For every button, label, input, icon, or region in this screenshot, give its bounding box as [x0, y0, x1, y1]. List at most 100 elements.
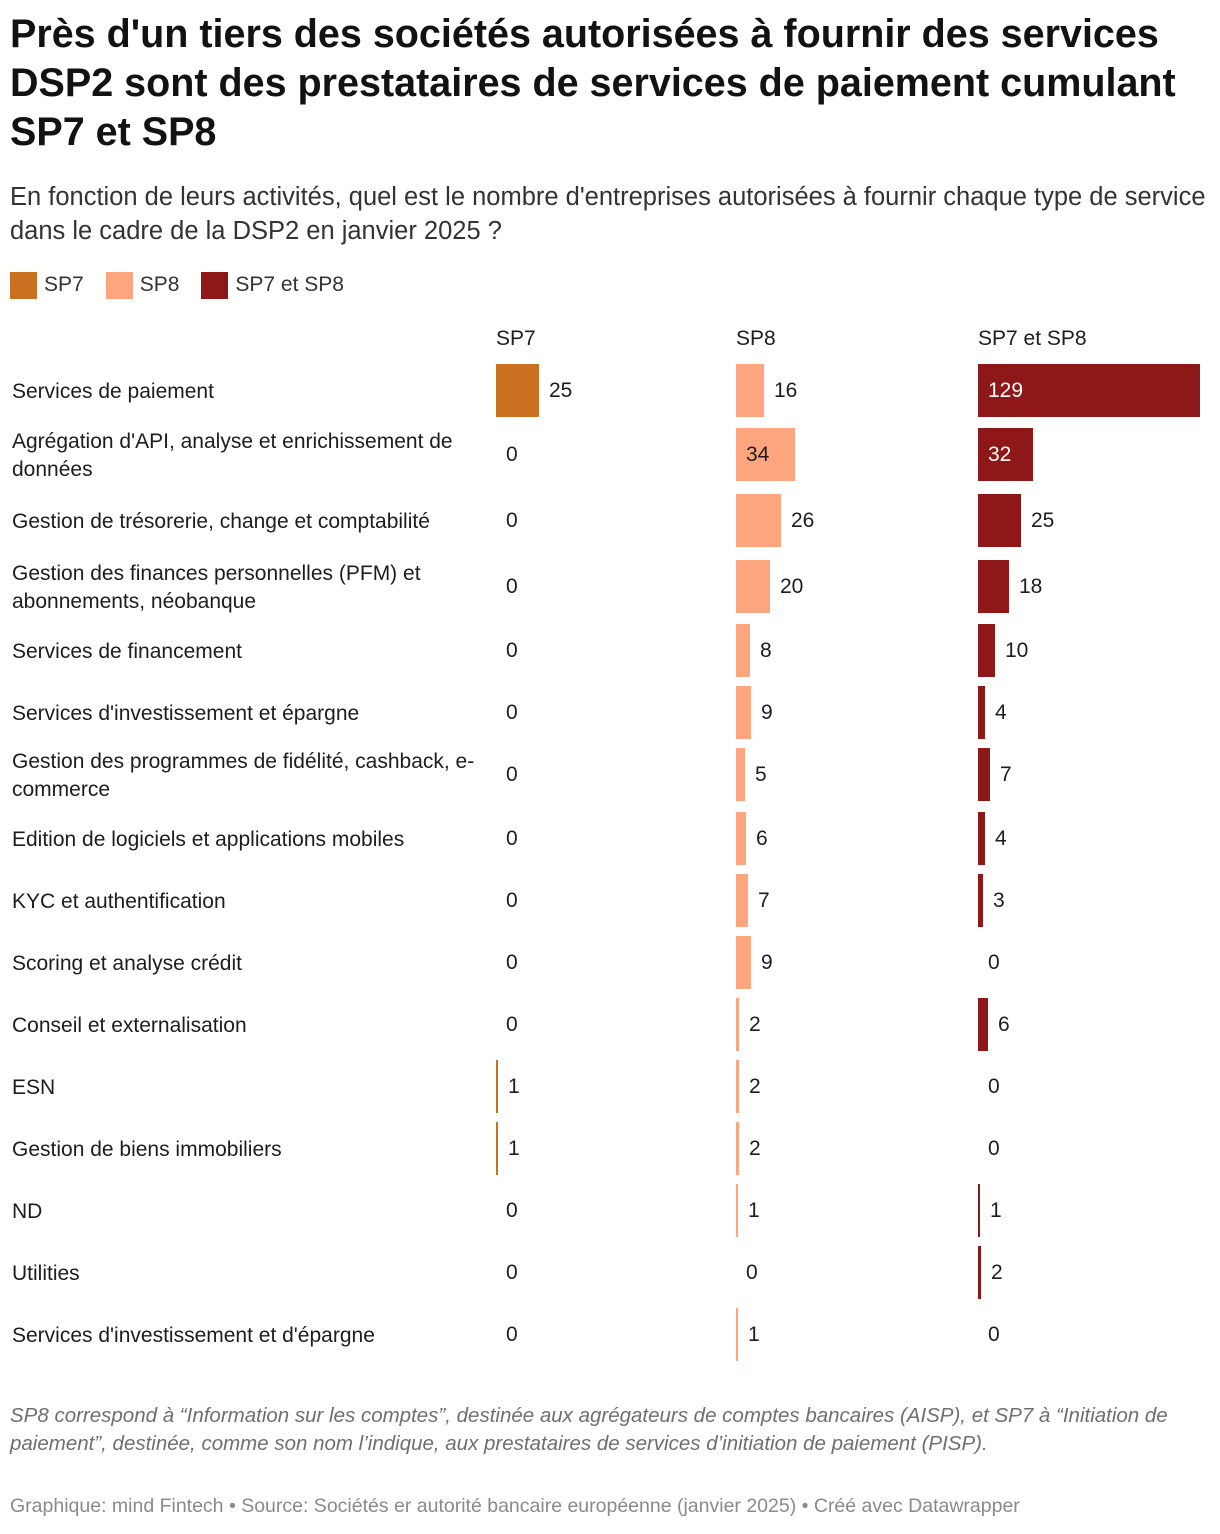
row-label: Services de paiement: [12, 379, 214, 403]
bar-value-sp8: 16: [774, 378, 798, 402]
bar-value-sp7-et-sp8: 4: [995, 826, 1007, 850]
legend-swatch-sp7-et-sp8: [201, 271, 229, 299]
legend-swatch-sp8: [105, 271, 133, 299]
bar-sp8: [736, 624, 750, 677]
bar-value-sp8: 2: [749, 1136, 761, 1160]
legend-label-sp8: SP8: [139, 273, 180, 296]
legend-item-sp7-et-sp8: SP7 et SP8: [201, 271, 344, 299]
bar-sp7-et-sp8: [978, 624, 995, 677]
bar-sp8: [736, 1060, 739, 1113]
column-header-sp7-et-sp8: SP7 et SP8: [978, 327, 1087, 350]
bar-sp8: [736, 1184, 738, 1237]
chart-notes: SP8 correspond à “Information sur les co…: [10, 1404, 1168, 1455]
bar-sp7-et-sp8: [978, 1246, 981, 1299]
row-label: ND: [12, 1199, 43, 1223]
bar-value-sp8: 8: [760, 638, 772, 662]
bar-value-sp7-et-sp8: 0: [988, 1322, 1000, 1346]
bar-value-sp8: 7: [758, 888, 770, 912]
row-label: Services d'investissement et d'épargne: [12, 1323, 375, 1347]
chart-credits: Graphique: mind Fintech • Source: Sociét…: [10, 1495, 1020, 1517]
bar-value-sp8: 20: [780, 574, 804, 598]
bar-sp8: [736, 936, 751, 989]
row-label: KYC et authentification: [12, 889, 226, 913]
legend-label-sp7-et-sp8: SP7 et SP8: [235, 273, 344, 296]
bar-sp7-et-sp8: [978, 494, 1021, 547]
bar-value-sp7-et-sp8: 18: [1019, 574, 1043, 598]
bar-sp7: [496, 1060, 498, 1113]
bar-value-sp7-et-sp8: 10: [1005, 638, 1029, 662]
bar-value-sp7: 0: [506, 1198, 518, 1222]
legend: SP7 SP8 SP7 et SP8: [10, 271, 366, 299]
bar-sp8: [736, 494, 781, 547]
bar-value-sp8: 9: [761, 700, 773, 724]
bar-value-sp7-et-sp8: 2: [991, 1260, 1003, 1284]
bar-value-sp8: 1: [748, 1198, 760, 1222]
row-label: ESN: [12, 1075, 56, 1099]
bar-value-sp8: 9: [761, 950, 773, 974]
bar-value-sp7-et-sp8: 25: [1031, 508, 1055, 532]
bar-value-sp8: 1: [748, 1322, 760, 1346]
bar-value-sp7-et-sp8: 129: [988, 378, 1024, 402]
bar-sp7-et-sp8: [978, 874, 983, 927]
bar-sp7: [496, 364, 539, 417]
bar-sp8: [736, 812, 746, 865]
bar-sp8: [736, 1122, 739, 1175]
bar-value-sp7-et-sp8: 6: [998, 1012, 1010, 1036]
bar-value-sp7: 25: [549, 378, 573, 402]
bar-value-sp8: 5: [755, 762, 767, 786]
legend-item-sp7: SP7: [10, 271, 84, 299]
chart-title: Près d'un tiers des sociétés autorisées …: [10, 12, 1176, 154]
row-label: Gestion des finances personnelles (PFM) …: [12, 561, 421, 613]
legend-item-sp8: SP8: [105, 271, 180, 299]
row-label: Gestion des programmes de fidélité, cash…: [12, 749, 475, 801]
bar-value-sp7: 0: [506, 1260, 518, 1284]
bar-sp7-et-sp8: [978, 1184, 980, 1237]
row-label: Scoring et analyse crédit: [12, 951, 242, 975]
row-label: Edition de logiciels et applications mob…: [12, 827, 405, 851]
bar-sp8: [736, 998, 739, 1051]
bar-value-sp7: 0: [506, 638, 518, 662]
row-label: Gestion de trésorerie, change et comptab…: [12, 509, 430, 533]
bar-value-sp7-et-sp8: 3: [993, 888, 1005, 912]
bar-value-sp7: 0: [506, 1322, 518, 1346]
column-header-sp8: SP8: [736, 327, 776, 350]
bar-value-sp7-et-sp8: 7: [1000, 762, 1012, 786]
bar-sp7-et-sp8: [978, 748, 990, 801]
bar-value-sp7-et-sp8: 0: [988, 950, 1000, 974]
column-header-sp7: SP7: [496, 327, 536, 350]
bar-value-sp7: 0: [506, 508, 518, 532]
row-label: Services d'investissement et épargne: [12, 701, 360, 725]
bar-value-sp8: 26: [791, 508, 815, 532]
row-label: Agrégation d'API, analyse et enrichissem…: [12, 429, 453, 481]
bar-value-sp7-et-sp8: 0: [988, 1136, 1000, 1160]
bar-value-sp7: 0: [506, 1012, 518, 1036]
bar-sp8: [736, 428, 795, 481]
bar-sp7: [496, 1122, 498, 1175]
bar-value-sp7-et-sp8: 1: [990, 1198, 1002, 1222]
bar-value-sp7: 0: [506, 950, 518, 974]
bar-value-sp7: 1: [508, 1074, 520, 1098]
bar-sp8: [736, 1308, 738, 1361]
bar-sp8: [736, 748, 745, 801]
bar-sp8: [736, 686, 751, 739]
bar-value-sp7: 0: [506, 442, 518, 466]
bar-value-sp7-et-sp8: 32: [988, 442, 1012, 466]
bar-value-sp8: 34: [746, 442, 770, 466]
bar-sp7-et-sp8: [978, 812, 985, 865]
bar-value-sp8: 6: [756, 826, 768, 850]
bar-value-sp7-et-sp8: 0: [988, 1074, 1000, 1098]
bar-value-sp7: 1: [508, 1136, 520, 1160]
split-bar-chart: SP7 SP8 SP7 et SP8 Services de paiement 25 16…: [0, 320, 1220, 1370]
bar-sp8: [736, 560, 770, 613]
bar-sp7-et-sp8: [978, 560, 1009, 613]
bar-value-sp8: 2: [749, 1074, 761, 1098]
bar-sp7-et-sp8: [978, 686, 985, 739]
bar-sp7-et-sp8: [978, 364, 1200, 417]
bar-value-sp7: 0: [506, 762, 518, 786]
row-label: Services de financement: [12, 639, 242, 663]
legend-swatch-sp7: [10, 271, 37, 299]
legend-label-sp7: SP7: [44, 273, 84, 296]
row-label: Conseil et externalisation: [12, 1013, 247, 1037]
row-label: Gestion de biens immobiliers: [12, 1137, 282, 1161]
bar-value-sp7: 0: [506, 700, 518, 724]
